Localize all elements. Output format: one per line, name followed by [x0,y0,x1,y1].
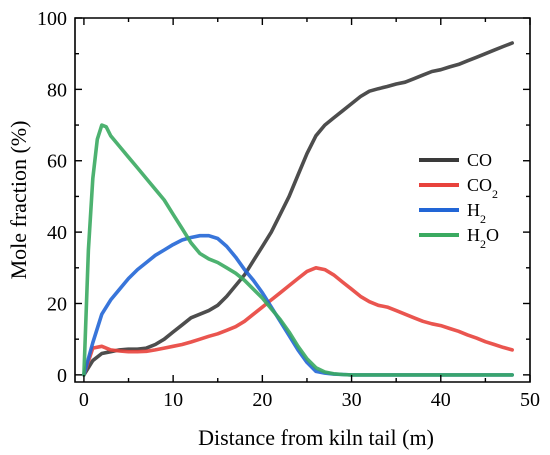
x-ticks: 0 10 20 30 40 50 [79,18,540,411]
legend-label: H2 [467,200,486,226]
y-tick-label: 60 [47,151,67,173]
legend-label: CO2 [467,175,498,201]
y-tick-label: 20 [47,293,67,315]
y-tick-label: 80 [47,79,67,101]
legend-label: H2O [467,225,499,251]
series-line-h2o [82,123,514,377]
y-tick-label: 0 [57,365,67,387]
x-tick-label: 0 [79,389,89,411]
x-tick-label: 30 [342,389,362,411]
series-line-co [82,41,514,377]
y-tick-label: 100 [37,8,67,30]
x-tick-label: 20 [252,389,272,411]
legend-label: CO [467,150,492,170]
x-tick-label: 10 [163,389,183,411]
series-line-co2 [82,266,514,377]
x-axis-title: Distance from kiln tail (m) [198,425,434,450]
plot-frame [74,17,531,383]
x-tick-label: 50 [520,389,540,411]
y-tick-label: 40 [47,222,67,244]
plot-series-group [82,41,514,377]
axes-group [74,17,531,383]
x-tick-label: 40 [431,389,451,411]
series-line-h2 [82,233,514,377]
y-ticks: 0 20 40 60 80 100 [37,8,530,387]
y-axis-title: Mole fraction (%) [6,121,31,280]
